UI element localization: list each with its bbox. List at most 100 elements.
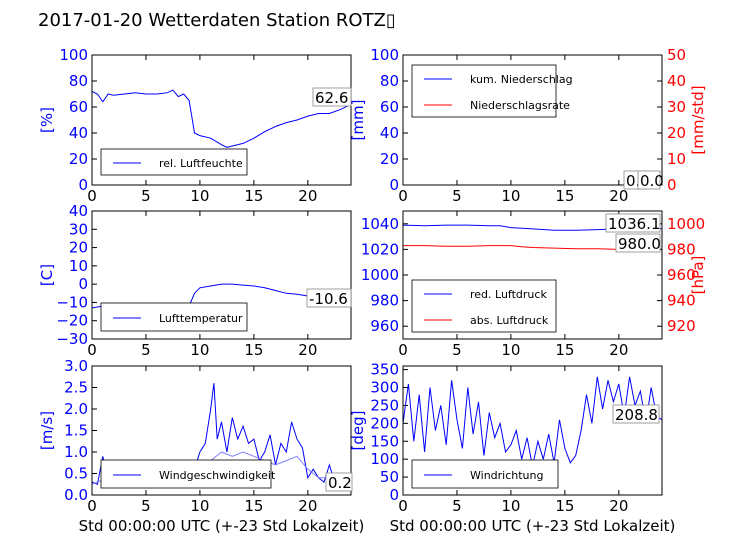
- annotation-box: [605, 213, 661, 233]
- legend-box: [100, 459, 272, 489]
- y-axis-label: [%]: [38, 107, 56, 133]
- plot-frame: [91, 54, 352, 186]
- y2-axis-label: [hPa]: [689, 256, 707, 295]
- x-tick-label: 20: [609, 187, 628, 205]
- x-tick-label: 0: [87, 497, 97, 515]
- annotation-box: [615, 233, 661, 253]
- y-tick-label: 20: [69, 150, 88, 168]
- legend-label: Windgeschwindigkeit: [159, 469, 276, 482]
- y-tick-label: 960: [370, 317, 399, 335]
- value-annotation: 0.0: [640, 172, 664, 190]
- y-tick-label: 0: [78, 176, 88, 194]
- y-tick-label: 60: [69, 98, 88, 116]
- y-tick-label: 100: [370, 450, 399, 468]
- panel-windspeed: 0 5 10 15 20 0.0 0.5 1.0 1.5 2.0 2.5 3.0 [m/s] Std 00…: [38, 357, 364, 535]
- x-axis-label: Std 00:00:00 UTC (+-23 Std Lokalzeit): [79, 517, 365, 535]
- y-tick-label: −30: [56, 330, 88, 348]
- y-tick-label: 30: [69, 220, 88, 238]
- x-tick-label: 10: [190, 341, 209, 359]
- y-tick-label: 3.0: [64, 357, 88, 375]
- y2-tick-label: 920: [667, 317, 696, 335]
- x-tick-label: 10: [501, 187, 520, 205]
- value-annotation: 208.8: [615, 406, 658, 424]
- x-tick-label: 5: [141, 341, 151, 359]
- y-tick-label: 300: [370, 379, 399, 397]
- annotation-box: [312, 87, 352, 107]
- x-tick-label: 20: [609, 341, 628, 359]
- y-tick-label: 1.5: [64, 422, 88, 440]
- y-tick-label: 50: [380, 468, 399, 486]
- y-tick-label: 2.0: [64, 400, 88, 418]
- legend-box: [411, 279, 557, 333]
- x-tick-label: 20: [298, 187, 317, 205]
- plot-frame: [91, 210, 352, 340]
- x-tick-label: 5: [452, 341, 462, 359]
- y-tick-label: 250: [370, 396, 399, 414]
- y-tick-label: 350: [370, 361, 399, 379]
- x-tick-label: 5: [141, 497, 151, 515]
- y-tick-label: 1.0: [64, 443, 88, 461]
- panel-humidity: 0 5 10 15 20 0 20 40 60 80 100 [%] rel. Luftfeuchte 6…: [38, 46, 352, 205]
- y-tick-label: 80: [69, 72, 88, 90]
- y-tick-label: 60: [380, 98, 399, 116]
- y-tick-label: 10: [69, 257, 88, 275]
- annotation-box: [612, 404, 660, 424]
- y-axis-label: [mm]: [349, 100, 367, 141]
- y-axis-label: [C]: [38, 264, 56, 286]
- y-tick-label: 0: [389, 486, 399, 504]
- x-tick-label: 20: [609, 497, 628, 515]
- y2-tick-label: 940: [667, 292, 696, 310]
- y2-tick-label: 10: [667, 150, 686, 168]
- y-tick-label: 40: [69, 124, 88, 142]
- y-tick-label: −10: [56, 293, 88, 311]
- annotation-box: [637, 170, 661, 190]
- legend-label: rel. Luftfeuchte: [159, 157, 243, 170]
- legend-box: [100, 302, 248, 332]
- figure-title: 2017-01-20 Wetterdaten Station ROTZ▯: [38, 10, 396, 31]
- y2-tick-label: 20: [667, 124, 686, 142]
- y-tick-label: 0.0: [64, 486, 88, 504]
- x-tick-label: 15: [555, 341, 574, 359]
- y-tick-label: 100: [370, 46, 399, 64]
- y-tick-label: 150: [370, 432, 399, 450]
- y2-tick-label: 40: [667, 72, 686, 90]
- y-tick-label: 980: [370, 292, 399, 310]
- y-tick-label: 20: [69, 239, 88, 257]
- annotation-box: [325, 472, 353, 492]
- y-tick-label: −20: [56, 312, 88, 330]
- y-tick-label: 40: [69, 202, 88, 220]
- y2-tick-label: 980: [667, 240, 696, 258]
- y-tick-label: 40: [380, 124, 399, 142]
- annotation-box: [306, 288, 352, 308]
- value-annotation: 1036.1: [608, 215, 661, 233]
- panel-temperature: 0 5 10 15 20−30−20−10010203040[C]Lufttempera…: [38, 202, 352, 359]
- legend-label: red. Luftdruck: [470, 288, 547, 301]
- value-annotation: 0.2: [328, 474, 352, 492]
- panel-precip: 0 5 10 15 20 0 20 40 60 80 100 0 10 20 30 40 50 [mm] [mm/s…: [349, 46, 707, 205]
- x-tick-label: 10: [501, 341, 520, 359]
- value-annotation: 980.0: [618, 235, 661, 253]
- legend-label: Lufttemperatur: [159, 312, 243, 325]
- x-tick-label: 10: [190, 187, 209, 205]
- x-tick-label: 5: [452, 497, 462, 515]
- x-tick-label: 10: [501, 497, 520, 515]
- plot-frame: [402, 54, 663, 186]
- y-tick-label: 1040: [361, 215, 399, 233]
- series-line-humidity-0: [92, 89, 351, 148]
- y-tick-label: 0: [389, 176, 399, 194]
- y2-tick-label: 0: [667, 176, 677, 194]
- legend-box: [411, 64, 557, 118]
- y-tick-label: 1020: [361, 240, 399, 258]
- legend-box: [100, 148, 248, 176]
- x-tick-label: 15: [244, 187, 263, 205]
- y-tick-label: 20: [380, 150, 399, 168]
- x-tick-label: 0: [398, 497, 408, 515]
- y2-tick-label: 1000: [667, 215, 705, 233]
- legend-box: [411, 459, 559, 489]
- y-tick-label: 200: [370, 414, 399, 432]
- y-tick-label: 0.5: [64, 465, 88, 483]
- value-annotation: -10.6: [309, 290, 348, 308]
- y-tick-label: 0: [78, 275, 88, 293]
- series-line-pressure-1: [403, 245, 662, 250]
